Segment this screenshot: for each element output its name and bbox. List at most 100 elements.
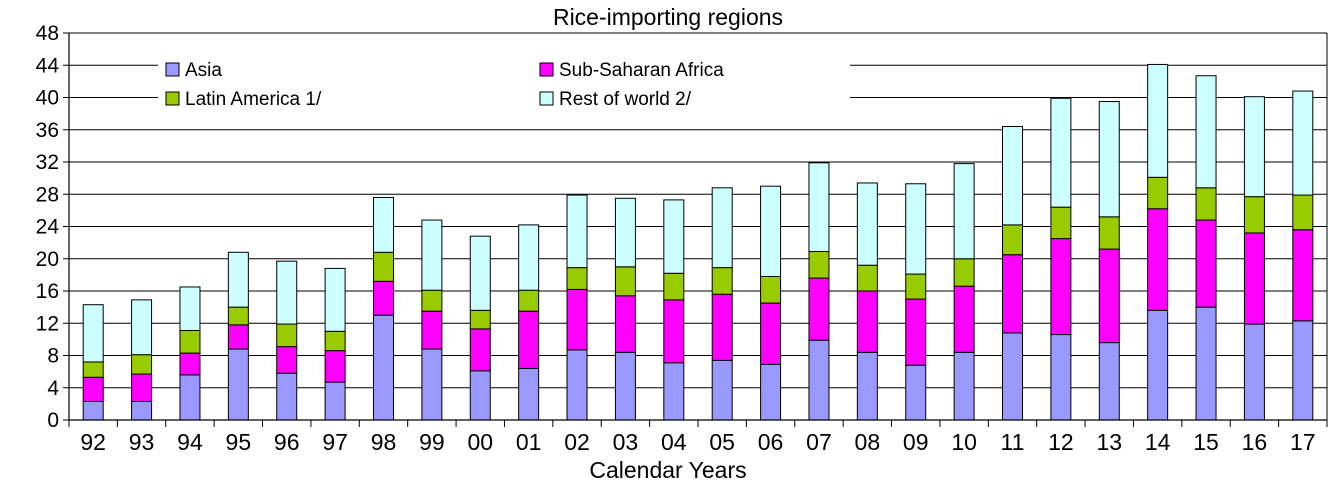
y-tick-label: 16 bbox=[36, 280, 59, 303]
bar-segment-rest-of-world-2-08 bbox=[856, 182, 878, 266]
bar-segment-asia-07 bbox=[808, 339, 830, 421]
x-tick-label: 12 bbox=[1048, 429, 1074, 455]
bar-segment-asia-09 bbox=[905, 364, 927, 421]
bar-segment-sub-saharan-africa-98 bbox=[373, 280, 394, 316]
bar-segment-asia-95 bbox=[227, 348, 249, 421]
y-tick-label: 12 bbox=[36, 312, 59, 335]
bar-segment-sub-saharan-africa-96 bbox=[276, 346, 298, 374]
bar-segment-rest-of-world-2-06 bbox=[760, 185, 782, 277]
legend: Asia Sub-Saharan Africa Latin America 1/Re… bbox=[158, 58, 850, 118]
legend-label: Rest of world 2/ bbox=[559, 89, 692, 110]
x-tick-label: 13 bbox=[1096, 429, 1122, 455]
bar-segment-asia-96 bbox=[276, 372, 298, 421]
x-tick-label: 03 bbox=[613, 429, 639, 455]
bar-segment-latin-america-1-95 bbox=[227, 306, 249, 326]
bars bbox=[82, 63, 1314, 421]
y-tick-label: 4 bbox=[47, 377, 59, 400]
x-tick-label: 11 bbox=[1001, 429, 1025, 455]
bar-segment-latin-america-1-09 bbox=[905, 273, 927, 300]
x-tick-label: 06 bbox=[758, 429, 784, 455]
bar-segment-sub-saharan-africa-10 bbox=[953, 285, 975, 353]
bar-segment-latin-america-1-98 bbox=[373, 251, 394, 282]
y-tick-label: 8 bbox=[47, 345, 59, 368]
bar-segment-sub-saharan-africa-08 bbox=[856, 290, 878, 353]
bar-segment-sub-saharan-africa-07 bbox=[808, 277, 830, 341]
bar-segment-asia-06 bbox=[760, 363, 782, 421]
bar-segment-asia-97 bbox=[324, 381, 346, 421]
bar-segment-asia-08 bbox=[856, 351, 878, 421]
bar-segment-latin-america-1-14 bbox=[1147, 176, 1169, 210]
bar-segment-sub-saharan-africa-12 bbox=[1050, 238, 1072, 336]
axes bbox=[63, 32, 1328, 427]
bar-segment-sub-saharan-africa-09 bbox=[905, 298, 927, 366]
x-axis-label: Calendar Years bbox=[589, 457, 746, 483]
bar-segment-latin-america-1-97 bbox=[324, 330, 346, 352]
x-tick-label: 16 bbox=[1242, 429, 1268, 455]
legend-swatch bbox=[165, 91, 180, 106]
legend-swatch bbox=[165, 62, 180, 77]
bar-segment-rest-of-world-2-12 bbox=[1050, 97, 1072, 208]
y-tick-label: 32 bbox=[36, 151, 59, 174]
bar-segment-rest-of-world-2-13 bbox=[1098, 101, 1120, 218]
bar-segment-latin-america-1-94 bbox=[179, 330, 201, 354]
bar-segment-latin-america-1-11 bbox=[1002, 224, 1023, 256]
x-tick-label: 05 bbox=[709, 429, 735, 455]
bar-segment-latin-america-1-17 bbox=[1292, 194, 1314, 231]
bar-segment-asia-15 bbox=[1195, 306, 1217, 421]
x-tick-label: 95 bbox=[226, 429, 252, 455]
bar-segment-asia-94 bbox=[179, 374, 201, 421]
x-tick-label: 01 bbox=[516, 429, 542, 455]
bar-segment-asia-98 bbox=[373, 314, 394, 421]
bar-segment-rest-of-world-2-04 bbox=[663, 199, 685, 274]
y-tick-label: 36 bbox=[36, 119, 59, 142]
bar-segment-rest-of-world-2-16 bbox=[1243, 96, 1265, 198]
y-tick-label: 20 bbox=[36, 248, 59, 271]
bar-segment-sub-saharan-africa-99 bbox=[421, 310, 443, 350]
bar-segment-rest-of-world-2-01 bbox=[518, 224, 540, 291]
x-tick-label: 10 bbox=[951, 429, 977, 455]
bar-segment-asia-02 bbox=[566, 349, 588, 421]
bar-segment-asia-99 bbox=[421, 348, 443, 421]
x-tick-label: 00 bbox=[467, 429, 493, 455]
bar-segment-latin-america-1-03 bbox=[614, 266, 636, 297]
legend-background bbox=[158, 58, 850, 118]
bar-segment-asia-14 bbox=[1147, 309, 1169, 421]
bar-segment-asia-13 bbox=[1098, 342, 1120, 421]
bar-segment-sub-saharan-africa-03 bbox=[614, 295, 636, 353]
x-tick-label: 14 bbox=[1145, 429, 1171, 455]
x-tick-label: 04 bbox=[661, 429, 687, 455]
bar-segment-latin-america-1-05 bbox=[711, 267, 733, 295]
bar-segment-sub-saharan-africa-92 bbox=[82, 376, 104, 402]
bar-segment-sub-saharan-africa-97 bbox=[324, 350, 346, 383]
bar-segment-asia-05 bbox=[711, 359, 733, 421]
bar-segment-latin-america-1-92 bbox=[82, 361, 104, 378]
x-tick-label: 99 bbox=[419, 429, 445, 455]
y-tick-label: 24 bbox=[36, 216, 60, 239]
bar-segment-sub-saharan-africa-14 bbox=[1147, 208, 1169, 311]
y-tick-label: 48 bbox=[36, 22, 59, 45]
bar-segment-asia-17 bbox=[1292, 320, 1314, 421]
bar-segment-sub-saharan-africa-01 bbox=[518, 310, 540, 369]
bar-segment-latin-america-1-07 bbox=[808, 250, 830, 279]
bar-segment-sub-saharan-africa-11 bbox=[1002, 254, 1023, 334]
bar-segment-sub-saharan-africa-16 bbox=[1243, 232, 1265, 325]
x-tick-label: 02 bbox=[564, 429, 590, 455]
bar-segment-rest-of-world-2-96 bbox=[276, 260, 298, 325]
bar-segment-sub-saharan-africa-00 bbox=[469, 328, 491, 372]
bar-segment-latin-america-1-16 bbox=[1243, 196, 1265, 234]
bar-segment-rest-of-world-2-00 bbox=[469, 235, 491, 311]
bar-segment-sub-saharan-africa-17 bbox=[1292, 229, 1314, 322]
bar-segment-sub-saharan-africa-94 bbox=[179, 352, 201, 376]
bar-segment-asia-16 bbox=[1243, 323, 1265, 421]
bar-segment-sub-saharan-africa-05 bbox=[711, 293, 733, 361]
y-tick-label: 0 bbox=[47, 409, 59, 432]
x-tick-label: 17 bbox=[1290, 429, 1316, 455]
bar-segment-asia-11 bbox=[1002, 332, 1023, 421]
bar-segment-latin-america-1-06 bbox=[760, 275, 782, 304]
bar-segment-latin-america-1-99 bbox=[421, 289, 443, 312]
y-tick-label: 44 bbox=[36, 54, 60, 77]
bar-segment-sub-saharan-africa-93 bbox=[131, 373, 153, 402]
bar-segment-asia-01 bbox=[518, 367, 540, 421]
x-tick-label: 94 bbox=[177, 429, 203, 455]
bar-segment-rest-of-world-2-92 bbox=[82, 304, 104, 363]
